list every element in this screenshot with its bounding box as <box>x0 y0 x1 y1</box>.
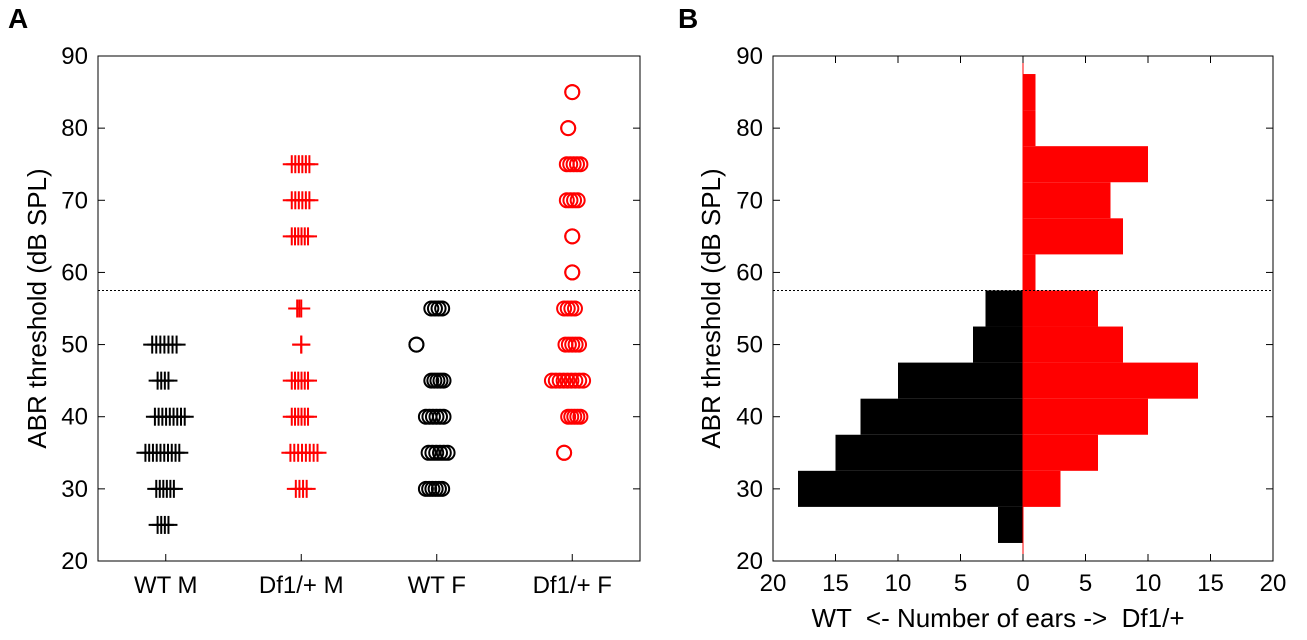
histogram-bar <box>1023 290 1098 327</box>
data-point-circle <box>563 372 580 389</box>
x-tick-label: WT F <box>408 572 466 599</box>
histogram-bar <box>1023 326 1123 363</box>
y-tick-label: 70 <box>61 187 88 214</box>
data-point-circle <box>566 300 583 317</box>
x-tick-label: 0 <box>1016 570 1029 597</box>
panel-label: B <box>678 3 698 34</box>
data-point-plus <box>167 335 186 354</box>
histogram-bar <box>1023 362 1198 399</box>
x-tick-label: WT M <box>134 572 198 599</box>
data-point-circle <box>560 120 577 137</box>
data-point-circle <box>559 372 576 389</box>
data-point-circle <box>564 84 581 101</box>
histogram-bar <box>1023 74 1036 111</box>
data-point-circle <box>434 480 451 497</box>
y-tick-label: 90 <box>61 43 88 70</box>
y-tick-label: 30 <box>61 476 88 503</box>
x-tick-label: 10 <box>885 570 912 597</box>
data-point-circle <box>572 408 589 425</box>
histogram-bar <box>985 290 1023 327</box>
histogram-bar <box>1023 110 1036 147</box>
data-point-plus <box>299 407 318 426</box>
histogram-bar <box>798 470 1023 507</box>
data-point-circle <box>556 444 573 461</box>
x-tick-label: Df1/+ F <box>533 572 612 599</box>
data-point-circle <box>555 372 572 389</box>
data-point-plus <box>308 443 327 462</box>
data-point-plus <box>300 191 319 210</box>
x-axis-label: WT <- Number of ears -> Df1/+ <box>811 603 1184 633</box>
y-axis-label: ABR threshold (dB SPL) <box>22 168 52 448</box>
data-point-circle <box>564 264 581 281</box>
histogram-bar <box>973 326 1023 363</box>
y-tick-label: 50 <box>61 332 88 359</box>
x-tick-label: 5 <box>1079 570 1092 597</box>
histogram-bar <box>1023 434 1098 471</box>
y-tick-label: 70 <box>736 187 763 214</box>
data-point-plus <box>297 479 316 498</box>
y-tick-label: 40 <box>61 404 88 431</box>
y-tick-label: 60 <box>736 259 763 286</box>
x-tick-label: 5 <box>954 570 967 597</box>
data-point-circle <box>572 156 589 173</box>
data-point-plus <box>292 335 311 354</box>
data-point-plus <box>164 479 183 498</box>
data-point-plus <box>159 371 178 390</box>
data-point-circle <box>439 444 456 461</box>
data-point-plus <box>300 155 319 174</box>
plot-frame <box>97 55 641 562</box>
y-tick-label: 80 <box>61 115 88 142</box>
x-tick-label: 10 <box>1135 570 1162 597</box>
data-point-plus <box>299 227 318 246</box>
data-point-circle <box>543 372 560 389</box>
y-tick-label: 30 <box>736 476 763 503</box>
data-point-circle <box>571 372 588 389</box>
histogram-bar <box>1023 254 1036 291</box>
data-point-plus <box>299 371 318 390</box>
panel-a: 20 30 40 50 60 70 80 90 WT M Df1/+ M WT F Df1/+ F A A… <box>8 3 641 599</box>
data-point-plus <box>175 407 194 426</box>
histogram-bar <box>1023 182 1111 219</box>
data-point-circle <box>571 336 588 353</box>
x-tick-label: 20 <box>760 570 787 597</box>
y-axis-label: ABR threshold (dB SPL) <box>696 168 726 448</box>
data-point-circle <box>567 372 584 389</box>
histogram-bar <box>998 506 1023 543</box>
y-tick-label: 80 <box>736 115 763 142</box>
y-tick-label: 40 <box>736 404 763 431</box>
histogram-bar <box>1023 470 1061 507</box>
data-point-circle <box>551 372 568 389</box>
x-tick-label: Df1/+ M <box>259 572 344 599</box>
data-point-plus <box>159 515 178 534</box>
panel-label: A <box>8 3 28 34</box>
y-tick-label: 90 <box>736 43 763 70</box>
histogram-bar <box>860 398 1023 435</box>
x-tick-label: 15 <box>1197 570 1224 597</box>
histogram-bar <box>1023 398 1148 435</box>
data-point-circle <box>547 372 564 389</box>
data-point-plus <box>292 299 311 318</box>
histogram-bar <box>1023 146 1148 183</box>
x-tick-label: 15 <box>822 570 849 597</box>
data-point-plus <box>170 443 189 462</box>
x-tick-label: 20 <box>1260 570 1287 597</box>
y-tick-label: 20 <box>61 548 88 575</box>
histogram-bar <box>1023 218 1123 255</box>
y-tick-label: 20 <box>736 548 763 575</box>
data-point-circle <box>575 372 592 389</box>
data-point-circle <box>569 192 586 209</box>
histogram-bar <box>835 434 1023 471</box>
data-point-circle <box>435 408 452 425</box>
y-tick-label: 60 <box>61 259 88 286</box>
data-point-circle <box>408 336 425 353</box>
data-point-circle <box>434 300 451 317</box>
data-point-circle <box>564 228 581 245</box>
y-tick-label: 50 <box>736 332 763 359</box>
data-point-circle <box>435 372 452 389</box>
histogram-bar <box>898 362 1023 399</box>
